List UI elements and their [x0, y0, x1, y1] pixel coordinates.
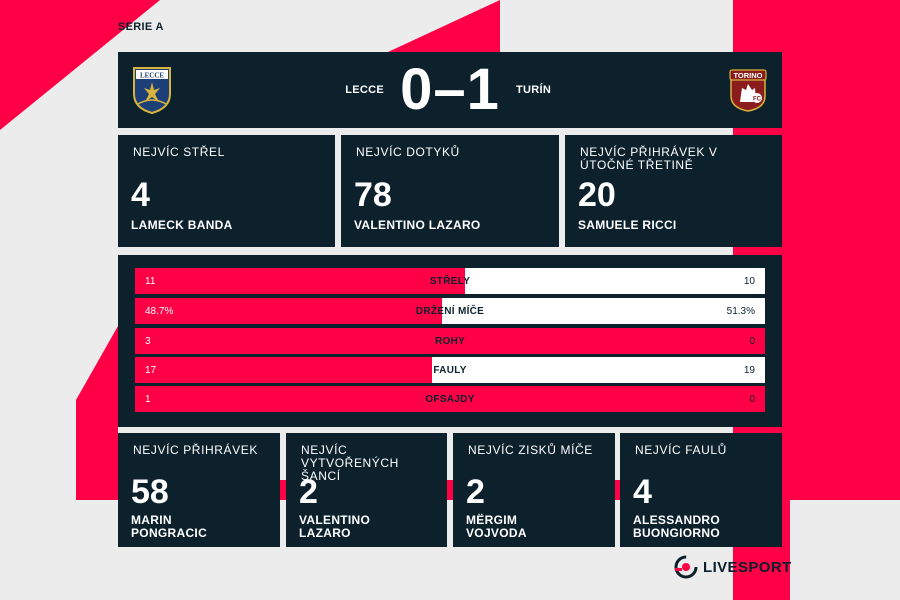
- stats-comparison: 11 STŘELY 10 48.7% DRŽENÍ MÍČE 51.3% 3 R…: [118, 255, 782, 427]
- stat-card-value: 4: [131, 176, 150, 214]
- comparison-row-corners: 3 ROHY 0: [135, 328, 765, 354]
- stat-card-value: 58: [131, 473, 169, 511]
- stat-label: ROHY: [434, 336, 466, 347]
- stat-card-label: NEJVÍC PŘIHRÁVEK: [133, 443, 258, 457]
- away-value: 0: [749, 336, 755, 347]
- away-team-name: TURÍN: [516, 84, 552, 96]
- brand-name: LIVESPORT: [703, 558, 792, 576]
- stat-card-touches: NEJVÍC DOTYKŮ 78 VALENTINO LAZARO: [341, 135, 559, 247]
- lecce-crest-icon: LECCE: [133, 67, 171, 114]
- home-value: 48.7%: [145, 306, 174, 317]
- comparison-row-fouls: 17 FAULY 19: [135, 357, 765, 383]
- away-value: 19: [743, 365, 755, 376]
- stat-card-player: ALESSANDRO BUONGIORNO: [633, 513, 721, 540]
- stat-card-value: 2: [466, 473, 485, 511]
- comparison-row-shots: 11 STŘELY 10: [135, 268, 765, 294]
- stat-card-value: 4: [633, 473, 652, 511]
- home-value: 11: [145, 276, 156, 287]
- stat-card-player: VALENTINO LAZARO: [354, 218, 481, 232]
- home-value: 17: [145, 365, 157, 376]
- stat-card-label: NEJVÍC VYTVOŘENÝCH ŠANCÍ: [301, 443, 399, 483]
- comparison-row-offsides: 1 OFSAJDY 0: [135, 386, 765, 412]
- stat-label: OFSAJDY: [425, 394, 475, 405]
- stat-card-player: LAMECK BANDA: [131, 218, 233, 232]
- home-share-bar: [135, 268, 466, 294]
- home-value: 1: [145, 394, 151, 405]
- stat-card-label: NEJVÍC ZISKŮ MÍČE: [468, 443, 593, 457]
- svg-text:FC: FC: [753, 97, 762, 103]
- stat-card-value: 78: [354, 176, 392, 214]
- match-header: LECCE LECCE 0–1 TURÍN TORINO FC: [118, 52, 782, 128]
- svg-text:LECCE: LECCE: [140, 72, 164, 80]
- stat-card-fouls: NEJVÍC FAULŮ 4 ALESSANDRO BUONGIORNO: [620, 433, 782, 547]
- home-share-bar: [135, 357, 433, 383]
- livesport-logo-icon: [674, 555, 698, 579]
- home-team-name: LECCE: [345, 84, 384, 96]
- stat-card-label: NEJVÍC DOTYKŮ: [356, 145, 460, 159]
- away-value: 0: [749, 394, 755, 405]
- stat-card-player: VALENTINO LAZARO: [299, 513, 371, 540]
- stat-card-value: 2: [299, 473, 318, 511]
- svg-text:TORINO: TORINO: [733, 71, 762, 80]
- home-share-bar: [135, 386, 765, 412]
- livesport-logo: LIVESPORT: [674, 555, 792, 579]
- stat-card-label: NEJVÍC STŘEL: [133, 145, 225, 159]
- stat-card-final-third-passes: NEJVÍC PŘIHRÁVEK V ÚTOČNÉ TŘETINĚ 20 SAM…: [565, 135, 782, 247]
- stat-card-label: NEJVÍC FAULŮ: [635, 443, 727, 457]
- stat-card-player: MËRGIM VOJVODA: [466, 513, 527, 540]
- stat-label: DRŽENÍ MÍČE: [415, 306, 485, 317]
- home-value: 3: [145, 336, 151, 347]
- stat-card-ball-recoveries: NEJVÍC ZISKŮ MÍČE 2 MËRGIM VOJVODA: [453, 433, 615, 547]
- stat-card-label: NEJVÍC PŘIHRÁVEK V ÚTOČNÉ TŘETINĚ: [580, 145, 718, 172]
- stat-label: FAULY: [433, 365, 467, 376]
- home-share-bar: [135, 328, 765, 354]
- stat-card-player: MARIN PONGRACIC: [131, 513, 208, 540]
- stat-card-passes: NEJVÍC PŘIHRÁVEK 58 MARIN PONGRACIC: [118, 433, 280, 547]
- home-share-bar: [135, 298, 442, 324]
- match-score: 0–1: [400, 57, 500, 122]
- comparison-row-possession: 48.7% DRŽENÍ MÍČE 51.3%: [135, 298, 765, 324]
- away-value: 51.3%: [726, 306, 755, 317]
- league-name: SERIE A: [118, 21, 164, 33]
- stat-card-chances-created: NEJVÍC VYTVOŘENÝCH ŠANCÍ 2 VALENTINO LAZ…: [286, 433, 447, 547]
- stat-card-shots: NEJVÍC STŘEL 4 LAMECK BANDA: [118, 135, 335, 247]
- stat-label: STŘELY: [429, 276, 471, 287]
- stat-card-value: 20: [578, 176, 616, 214]
- stat-card-player: SAMUELE RICCI: [578, 218, 677, 232]
- torino-crest-icon: TORINO FC: [729, 69, 767, 112]
- away-value: 10: [743, 276, 755, 287]
